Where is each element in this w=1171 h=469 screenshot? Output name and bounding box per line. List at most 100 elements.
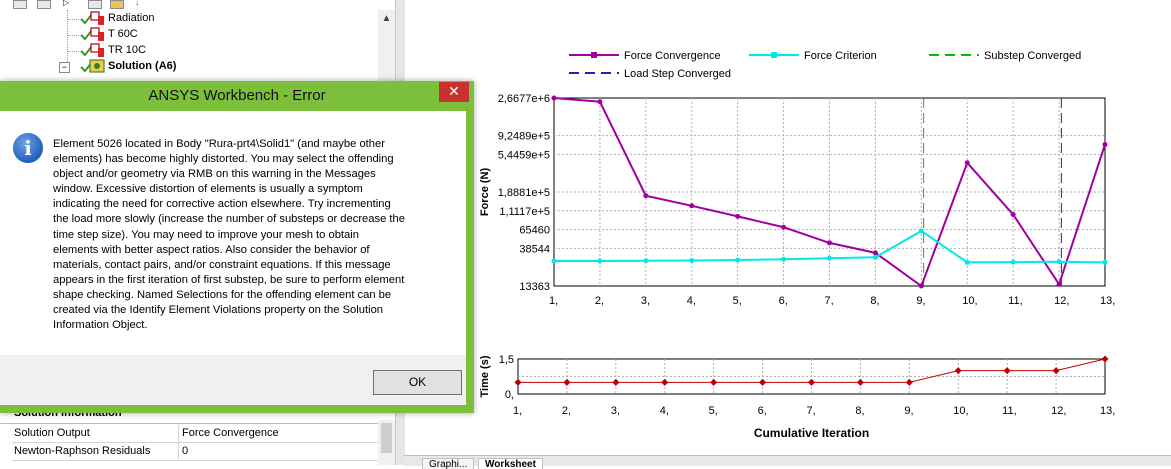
details-value[interactable]: 0 [182,445,189,457]
tab-graphics[interactable]: Graphi... [422,458,475,469]
checkmark-icon [80,13,93,25]
data-point [954,367,962,375]
data-point [872,254,878,260]
tree-item-label: TR 10C [108,44,146,56]
data-point [643,193,649,199]
y-axis-title: Time (s) [479,355,491,397]
tree-line [67,10,68,70]
data-point [759,378,767,386]
x-tick-label: 9, [916,295,925,307]
x-tick-label: 7, [807,405,816,417]
legend-label: Force Convergence [624,50,721,62]
load-icon [90,27,104,41]
x-tick-label: 12, [1054,295,1069,307]
x-tick-label: 6, [758,405,767,417]
data-point [827,240,832,246]
tree-toolbar: ▷ ↓ [0,0,160,9]
y-tick-label: 1,5 [499,354,514,366]
tree-scrollbar[interactable]: ▲ [378,10,395,82]
data-point [551,258,557,264]
data-point [597,99,603,105]
legend-marker [771,52,777,58]
message-line: elements with better aspect ratios. Also… [53,243,370,256]
y-tick-label: 2,6677e+6 [498,93,550,105]
x-axis-title: Cumulative Iteration [754,426,869,440]
tree-item-label: T 60C [108,28,138,40]
message-line: the load more slowly (increase the numbe… [53,213,405,226]
y-axis-title: Force (N) [479,168,491,217]
toolbar-icon[interactable] [88,0,102,9]
legend-label: Load Step Converged [624,68,731,80]
data-point [643,258,649,264]
chart-canvas: Force Convergence Force Criterion Substep … [479,50,1115,440]
x-tick-label: 13, [1100,295,1115,307]
data-point [807,378,816,386]
x-tick-label: 9, [904,405,913,417]
data-point [781,256,787,262]
data-point [689,258,695,264]
toolbar-icon[interactable] [37,0,51,9]
x-tick-label: 10, [953,405,968,417]
data-point [918,228,924,234]
minus-box-icon[interactable]: − [59,62,70,73]
y-tick-label: 5,4459e+5 [498,149,550,161]
data-point [872,250,878,256]
dialog-body: i Element 5026 located in Body "Rura-prt… [0,111,466,355]
data-point [661,378,669,386]
details-row[interactable]: Solution Output Force Convergence [12,425,378,443]
x-tick-label: 5, [709,405,718,417]
x-tick-label: 12, [1051,405,1066,417]
details-row[interactable]: Newton-Raphson Residuals 0 [12,443,378,461]
x-tick-label: 2, [595,295,604,307]
tree-line [67,35,79,36]
x-tick-label: 6, [779,295,788,307]
data-point [964,160,970,166]
tree-item-label: Radiation [108,12,155,24]
message-line: Information Object. [53,319,148,332]
sort-icon[interactable]: ↓ [135,0,139,7]
toolbar-icon[interactable] [110,0,124,9]
data-point [735,213,741,219]
x-tick-label: 13, [1100,405,1115,417]
ok-button[interactable]: OK [373,370,462,395]
data-point [689,203,695,209]
data-point [1052,367,1060,375]
details-key: Newton-Raphson Residuals [14,445,151,457]
data-point [597,258,603,264]
data-point [781,224,787,230]
tree-line [67,19,79,20]
details-key: Solution Output [14,427,90,439]
details-scrollbar[interactable] [378,420,395,465]
cursor-icon[interactable]: ▷ [63,0,70,7]
close-icon[interactable]: ✕ [439,82,469,102]
scroll-up-icon[interactable]: ▲ [381,13,392,24]
x-tick-label: 4, [660,405,669,417]
cell-divider [178,443,179,460]
project-tree: ▷ ↓ Radiation T 60C TR 10C − Solution (A… [0,0,395,82]
data-point [514,378,522,386]
y-tick-label: 9,2489e+5 [498,131,550,143]
tab-worksheet[interactable]: Worksheet [478,458,543,469]
toolbar-icon[interactable] [13,0,27,9]
x-tick-label: 2, [562,405,571,417]
data-point [964,259,970,265]
details-value[interactable]: Force Convergence [182,427,279,439]
message-line: elements) has become highly distorted. Y… [53,153,394,166]
load-icon [90,11,104,25]
x-tick-label: 3, [611,405,620,417]
x-tick-label: 1, [549,295,558,307]
legend-label: Force Criterion [804,50,877,62]
tree-line [67,51,79,52]
message-line: materials, contact pairs, and/or constra… [53,258,391,271]
y-tick-label: 38544 [519,243,550,255]
scrollbar-thumb[interactable] [381,423,392,453]
data-point [1056,259,1062,265]
message-line: indicating the need for corrective actio… [53,198,391,211]
x-tick-label: 11, [1002,405,1016,417]
data-point [735,257,741,263]
dialog-message: Element 5026 located in Body "Rura-prt4\… [53,137,433,333]
dialog-title: ANSYS Workbench - Error [148,87,326,104]
x-tick-label: 8, [870,295,879,307]
legend-marker [591,52,597,58]
convergence-chart: Force Convergence Force Criterion Substep … [476,44,1171,444]
